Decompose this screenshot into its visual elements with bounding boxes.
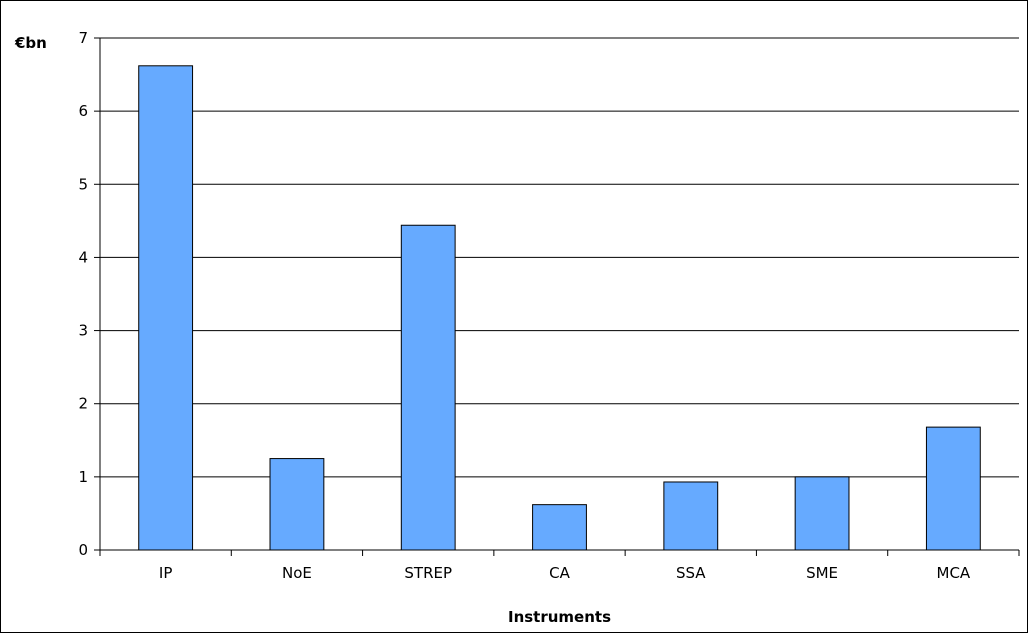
- bar-strep: [400, 224, 456, 551]
- bar-ca: [532, 504, 587, 551]
- y-tick-labels: 0 1 2 3 4 5 6 7: [78, 29, 88, 559]
- bar-noe: [269, 458, 325, 551]
- x-tick-label: SSA: [676, 564, 706, 582]
- x-tick-label: NoE: [282, 564, 312, 582]
- bar-ssa: [663, 481, 719, 551]
- x-tick-label: STREP: [404, 564, 452, 582]
- y-tick-label: 0: [78, 541, 88, 559]
- y-tick-label: 3: [78, 322, 88, 340]
- y-tick-label: 1: [78, 468, 88, 486]
- x-tick-label: MCA: [937, 564, 971, 582]
- gridlines: [100, 37, 1019, 478]
- y-tick-label: 2: [78, 395, 88, 413]
- axes: [94, 37, 1020, 556]
- bars: [138, 65, 981, 551]
- bar-mca: [925, 426, 981, 551]
- x-tick-label: SME: [806, 564, 838, 582]
- y-tick-label: 7: [78, 29, 88, 47]
- x-tick-label: IP: [159, 564, 172, 582]
- x-tick-label: CA: [549, 564, 570, 582]
- bar-ip: [138, 65, 194, 551]
- x-axis-title: Instruments: [508, 608, 611, 626]
- x-tick-labels: IP NoE STREP CA SSA SME MCA: [159, 564, 971, 582]
- y-tick-label: 6: [78, 102, 88, 120]
- y-tick-label: 5: [78, 175, 88, 193]
- y-tick-label: 4: [78, 248, 88, 266]
- bar-sme: [794, 476, 850, 551]
- y-axis-title: €bn: [14, 34, 47, 52]
